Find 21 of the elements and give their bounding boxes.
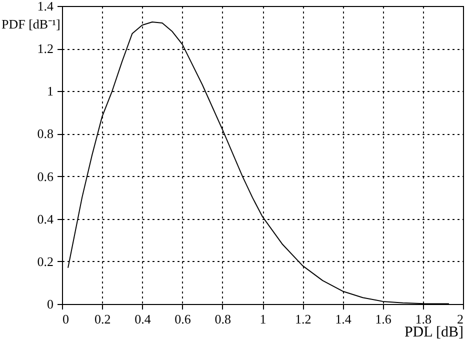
- y-tick-label: 1.2: [37, 41, 54, 56]
- y-tick-label: 0.6: [37, 168, 54, 184]
- y-tick-label: 0: [47, 296, 54, 312]
- x-tick-label: 0.8: [214, 312, 232, 326]
- x-tick-label: 1.4: [335, 312, 352, 326]
- x-tick-label: 2: [457, 312, 464, 326]
- y-axis-title: PDF [dB⁻¹]: [2, 16, 60, 32]
- y-tick-label: 0.8: [37, 126, 54, 142]
- x-tick-label: 1: [260, 312, 266, 326]
- x-tick-label: 1.2: [294, 312, 312, 326]
- y-tick-label: 0.4: [37, 211, 54, 226]
- x-tick-label: 1.6: [375, 312, 392, 326]
- x-tick-label: 0.2: [94, 312, 111, 326]
- x-tick-label: 0.4: [134, 312, 152, 326]
- x-tick-label: 0: [62, 312, 69, 326]
- x-tick-label: 1.8: [415, 312, 432, 326]
- y-tick-label: 0.2: [37, 254, 54, 269]
- y-tick-label: 1: [47, 84, 54, 99]
- x-tick-label: 0.6: [174, 312, 192, 326]
- x-axis-title: PDL [dB]: [404, 324, 464, 340]
- y-tick-label: 1.4: [37, 0, 54, 14]
